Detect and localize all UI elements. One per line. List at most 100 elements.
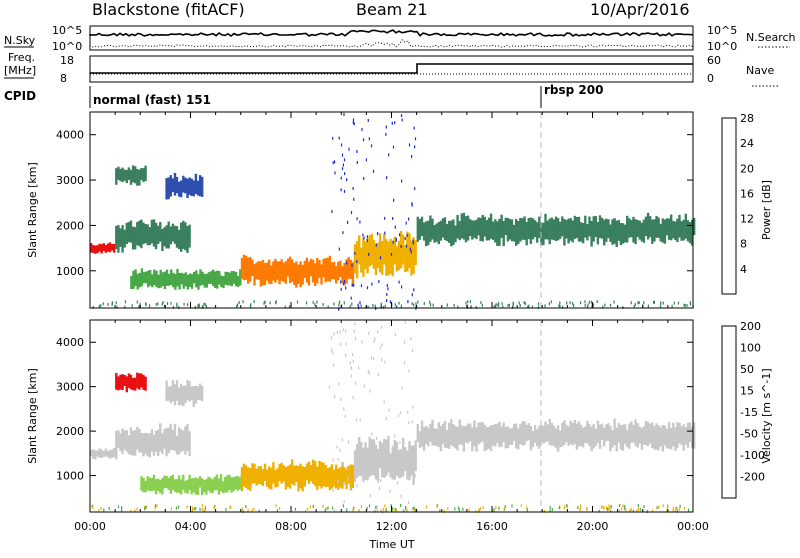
power-cell-r4 bbox=[228, 272, 231, 286]
power-cell-r4 bbox=[178, 272, 181, 290]
power-cell-r6 bbox=[414, 240, 417, 265]
power-ground-scatter bbox=[558, 304, 560, 308]
vel-cell-r6 bbox=[383, 438, 386, 478]
power-noise-point bbox=[363, 177, 365, 180]
vel-noise-point bbox=[377, 480, 379, 484]
vel-cell-r7 bbox=[638, 426, 641, 444]
power-cell-r7 bbox=[512, 224, 516, 242]
power-cell-r5 bbox=[257, 261, 260, 280]
vel-ground-scatter bbox=[636, 509, 638, 513]
vel-cell-r4 bbox=[159, 480, 162, 494]
power-noise-point bbox=[356, 161, 358, 164]
vel-ground-scatter bbox=[279, 507, 281, 510]
vel-cell-r7 bbox=[592, 423, 595, 449]
power-ground-scatter bbox=[602, 305, 604, 309]
power-cell-r6 bbox=[408, 233, 411, 269]
power-noise-point bbox=[409, 247, 411, 251]
power-noise-point bbox=[368, 252, 370, 256]
vel-ground-scatter bbox=[134, 509, 136, 513]
power-cell-r6 bbox=[374, 243, 378, 276]
power-noise-point bbox=[352, 121, 354, 125]
power-noise-point bbox=[366, 239, 368, 242]
power-cell-r5 bbox=[240, 258, 244, 279]
x-axis-label: Time UT bbox=[368, 538, 414, 551]
power-ground-scatter bbox=[630, 301, 632, 305]
power-cell-r7 bbox=[448, 220, 451, 243]
power-ground-scatter bbox=[149, 304, 151, 308]
vel-ground-scatter bbox=[498, 506, 500, 510]
power-ground-scatter bbox=[677, 301, 680, 305]
vel-cell-r4 bbox=[180, 479, 183, 495]
vel-noise-point bbox=[380, 325, 383, 329]
vel-cell-r1 bbox=[173, 423, 177, 452]
vel-cell-r5 bbox=[295, 465, 298, 483]
vel-cell-r5 bbox=[263, 463, 267, 481]
power-ground-scatter bbox=[523, 301, 525, 305]
vel-noise-point bbox=[377, 330, 379, 334]
vel-ground-scatter bbox=[549, 509, 551, 513]
vel-cell-r3 bbox=[175, 380, 179, 401]
power-noise-point bbox=[394, 225, 396, 229]
vel-cell-r1 bbox=[119, 433, 122, 452]
vel-cell-r7 bbox=[567, 426, 570, 446]
vel-cell-r5 bbox=[253, 463, 256, 484]
vel-cell-r7 bbox=[594, 428, 597, 446]
vel-noise-point bbox=[398, 414, 400, 418]
power-noise-point bbox=[401, 285, 403, 289]
power-ground-scatter bbox=[550, 300, 552, 304]
vel-ground-scatter bbox=[186, 505, 188, 509]
vel-cell-r7 bbox=[563, 420, 566, 445]
vel-ground-scatter bbox=[276, 509, 278, 513]
vel-ground-scatter bbox=[204, 509, 206, 513]
vel-noise-point bbox=[376, 508, 378, 512]
power-ground-scatter bbox=[508, 303, 510, 307]
power-cell-r7 bbox=[640, 222, 644, 242]
power-noise-point bbox=[338, 247, 340, 251]
power-cell-r7 bbox=[680, 221, 683, 241]
vel-ground-scatter bbox=[352, 509, 354, 513]
power-ground-scatter bbox=[638, 301, 640, 305]
power-cell-r7 bbox=[613, 218, 616, 244]
vel-noise-point bbox=[333, 332, 335, 336]
vel-cell-r7 bbox=[634, 419, 637, 446]
power-cell-r7 bbox=[441, 218, 445, 238]
vel-ground-scatter bbox=[478, 509, 480, 513]
power-noise-point bbox=[386, 292, 388, 296]
vel-ground-scatter bbox=[676, 509, 678, 513]
power-cell-r7 bbox=[483, 216, 486, 237]
vel-ground-scatter bbox=[580, 504, 582, 508]
vel-cell-r5 bbox=[345, 469, 348, 490]
vel-cell-r5 bbox=[314, 460, 317, 486]
power-cell-r4 bbox=[180, 272, 183, 285]
power-noise-point bbox=[386, 176, 388, 180]
vel-cell-r0 bbox=[108, 450, 112, 459]
power-noise-point bbox=[342, 231, 344, 235]
vel-cell-r7 bbox=[536, 429, 539, 447]
power-ground-scatter bbox=[586, 305, 589, 309]
vel-noise-point bbox=[336, 487, 338, 491]
vel-noise-point bbox=[356, 484, 358, 488]
power-cell-r5 bbox=[253, 264, 256, 286]
power-cell-r5 bbox=[282, 262, 285, 282]
power-cell-r5 bbox=[328, 255, 332, 282]
vel-cell-r2 bbox=[138, 373, 141, 390]
vel-ground-scatter bbox=[332, 506, 334, 510]
vel-ground-scatter bbox=[230, 505, 232, 509]
power-cell-r1 bbox=[163, 227, 166, 247]
vel-noise-point bbox=[377, 373, 379, 377]
vel-ground-scatter bbox=[203, 508, 205, 512]
power-cell-r4 bbox=[199, 269, 202, 286]
power-cell-r4 bbox=[209, 271, 213, 284]
vel-cell-r7 bbox=[588, 424, 591, 446]
power-cell-r5 bbox=[332, 261, 336, 280]
power-noise-point bbox=[332, 136, 334, 140]
power-ground-scatter bbox=[161, 302, 163, 306]
vel-ground-scatter bbox=[100, 507, 102, 510]
power-noise-point bbox=[331, 210, 333, 213]
velocity-panel: 1000 2000 3000 4000 00:00 04:00 08:00 12:00 16:… bbox=[26, 319, 773, 551]
vel-ground-scatter bbox=[108, 506, 110, 510]
power-cell-r7 bbox=[418, 218, 422, 240]
power-cell-r4 bbox=[153, 269, 156, 286]
vel-cell-r7 bbox=[521, 421, 524, 446]
vel-noise-point bbox=[357, 366, 360, 370]
